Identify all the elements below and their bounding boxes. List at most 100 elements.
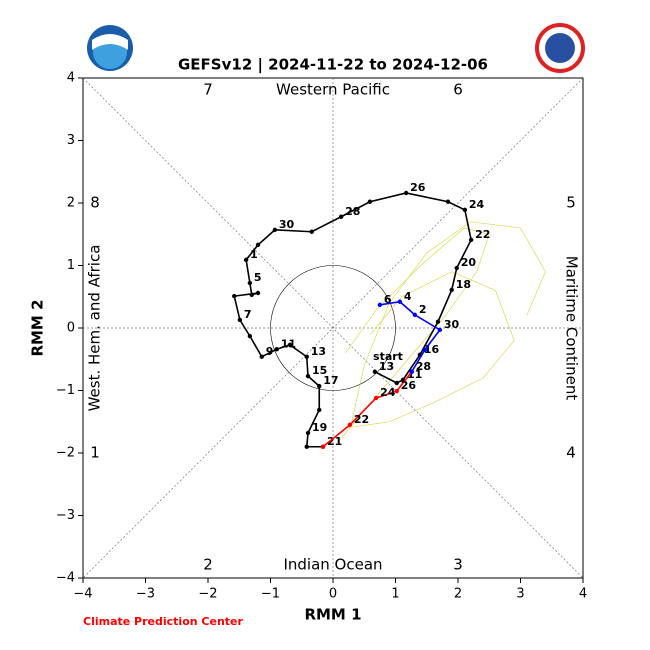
region-label: Western Pacific: [276, 81, 390, 99]
y-axis-label: RMM 2: [29, 299, 47, 356]
point-label: 30: [444, 318, 460, 331]
track-point: [247, 333, 253, 339]
point-label: 26: [401, 379, 417, 392]
track-point: [259, 354, 264, 359]
x-tick-label: −3: [136, 587, 155, 602]
track-point: [255, 242, 261, 248]
x-axis-label: RMM 1: [304, 606, 361, 624]
phase-label: 7: [203, 81, 213, 99]
track-point: [287, 342, 293, 348]
track-point: [304, 444, 309, 449]
y-tick-label: 4: [67, 71, 75, 86]
track-point: [317, 407, 322, 413]
point-label: 28: [345, 205, 360, 218]
point-label: 6: [384, 293, 392, 306]
track-point: [367, 199, 373, 204]
ensemble-line: [339, 227, 490, 441]
phase-label: 2: [203, 556, 213, 574]
track-point: [422, 347, 428, 353]
phase-label: 3: [453, 556, 463, 574]
y-tick-label: −1: [56, 383, 75, 398]
point-label: 24: [380, 386, 396, 399]
track-point: [347, 422, 353, 428]
nws-logo: [535, 23, 585, 73]
x-tick-label: −1: [261, 587, 280, 602]
point-label: 13: [311, 345, 326, 358]
point-label: 22: [354, 413, 369, 426]
credit: Climate Prediction Center: [83, 615, 243, 628]
track-point: [394, 388, 399, 394]
x-tick-label: 3: [516, 587, 524, 602]
track-point: [468, 237, 474, 243]
phase-lines: [82, 77, 584, 579]
point-label: 15: [312, 364, 327, 377]
x-tick-label: −4: [73, 587, 92, 602]
phase-label: 1: [90, 444, 100, 462]
chart-title: GEFSv12 | 2024-11-22 to 2024-12-06: [178, 56, 488, 75]
track-point: [237, 317, 243, 323]
track-point: [372, 369, 378, 374]
region-label: Indian Ocean: [283, 556, 382, 574]
point-label: 30: [279, 218, 295, 231]
point-label: 4: [404, 290, 412, 303]
track-point: [394, 380, 399, 386]
track-point: [232, 293, 237, 299]
y-tick-label: −3: [56, 508, 75, 523]
point-label: 5: [254, 271, 262, 284]
point-label: 20: [461, 256, 477, 269]
track-point: [445, 199, 451, 204]
point-label: 19: [312, 421, 327, 434]
track-point: [412, 312, 418, 318]
point-label: 26: [410, 181, 426, 194]
track-point: [403, 190, 409, 196]
track-point: [305, 430, 311, 436]
track-point: [454, 265, 459, 271]
phase-label: 4: [566, 444, 576, 462]
region-label: Maritime Continent: [563, 256, 581, 401]
track-point: [437, 327, 443, 333]
x-tick-label: −2: [198, 587, 217, 602]
point-label: 22: [475, 228, 490, 241]
phase-label: 5: [566, 194, 576, 212]
ensemble-line: [351, 221, 546, 422]
track-point: [373, 395, 379, 401]
track-point: [243, 257, 249, 263]
track-point: [449, 287, 454, 293]
track-point: [309, 229, 314, 234]
x-tick-label: 2: [454, 587, 462, 602]
unit-circle: [270, 265, 396, 391]
point-label: 28: [416, 360, 431, 373]
track-point: [409, 369, 414, 374]
track-point: [320, 444, 326, 449]
y-tick-label: 1: [67, 258, 75, 273]
track-line: [379, 300, 442, 373]
phase-label: 6: [453, 81, 463, 99]
track-point: [249, 292, 254, 298]
y-tick-label: −2: [56, 446, 75, 461]
track-point: [397, 299, 403, 304]
point-label: 7: [244, 308, 252, 321]
track-point: [317, 383, 322, 389]
region-label: West. Hem. and Africa: [86, 245, 104, 412]
y-tick-label: 3: [67, 133, 75, 148]
x-tick-label: 0: [329, 587, 337, 602]
point-label: 18: [456, 278, 471, 291]
point-label: 1: [250, 248, 258, 261]
track-point: [377, 302, 383, 308]
point-label: 2: [419, 303, 427, 316]
track-point: [305, 373, 311, 379]
ensemble-line: [345, 271, 515, 429]
track-point: [338, 214, 344, 219]
track-point: [255, 290, 261, 296]
track-point: [435, 319, 441, 324]
y-tick-label: 2: [67, 196, 75, 211]
track-point: [274, 347, 279, 352]
track-point: [247, 280, 253, 286]
phase-label: 8: [90, 194, 100, 212]
point-label: 24: [469, 198, 485, 211]
x-tick-label: 4: [579, 587, 587, 602]
point-label: 17: [323, 374, 338, 387]
track-point: [304, 354, 309, 359]
y-tick-label: 0: [67, 321, 75, 336]
